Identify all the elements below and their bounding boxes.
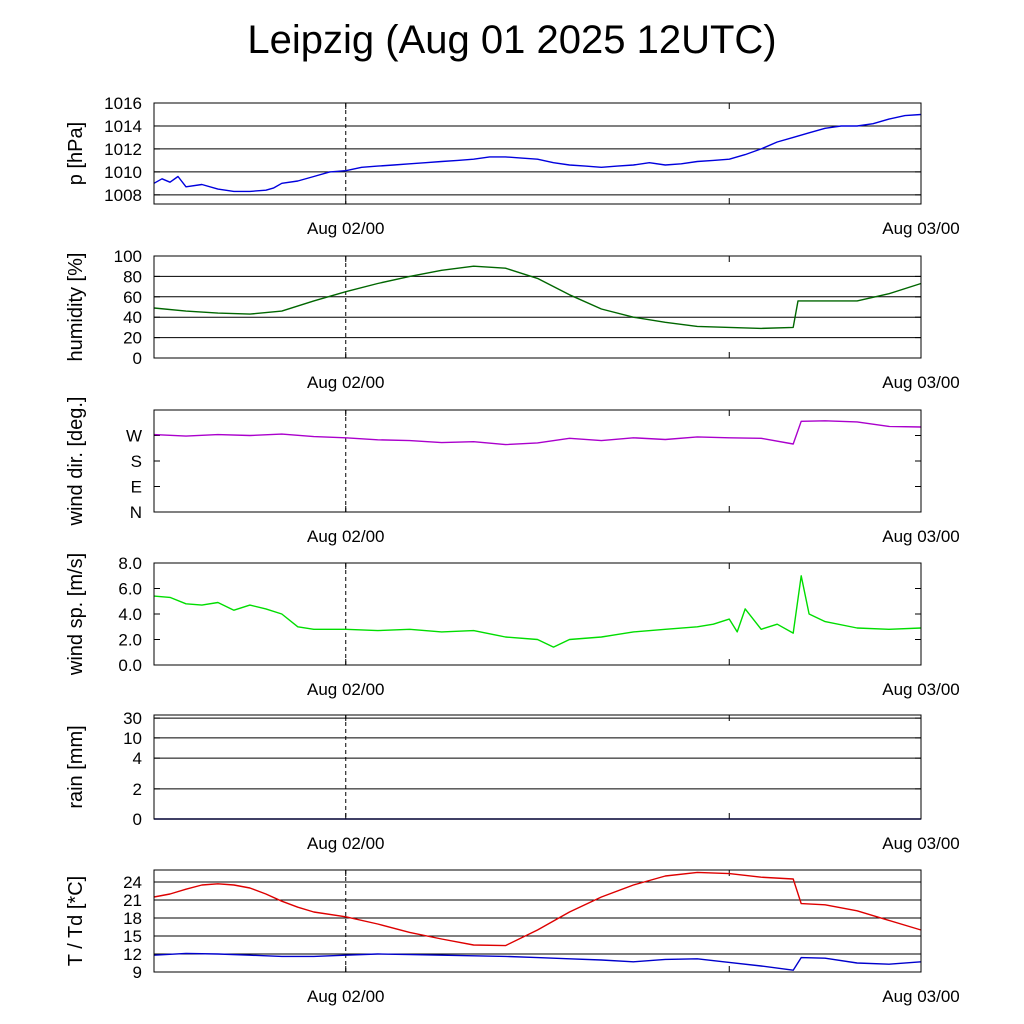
x-tick-label: Aug 03/00 [882,373,960,392]
y-tick-label: S [131,452,142,471]
x-tick-label: Aug 02/00 [307,680,385,699]
y-tick-label: 15 [123,927,142,946]
y-axis-label: wind dir. [deg.] [65,397,87,527]
y-tick-label: 10 [123,729,142,748]
page-title: Leipzig (Aug 01 2025 12UTC) [247,18,777,62]
y-tick-label: 24 [123,873,142,892]
y-tick-label: 4 [133,749,142,768]
x-tick-label: Aug 03/00 [882,527,960,546]
y-tick-label: 1014 [104,117,142,136]
series-line-0-0 [153,113,922,193]
y-axis-label: p [hPa] [65,122,87,185]
y-tick-label: 1012 [104,140,142,159]
series-line-5-0 [153,871,922,947]
y-tick-label: 80 [123,267,142,286]
series-line-2-0 [153,420,922,446]
series-line-5-1 [153,952,922,971]
plot-frame [153,102,922,205]
x-tick-label: Aug 02/00 [307,987,385,1006]
y-tick-label: E [131,478,142,497]
y-tick-label: 40 [123,308,142,327]
y-tick-label: 30 [123,709,142,728]
y-tick-label: 20 [123,329,142,348]
y-tick-label: W [126,427,142,446]
y-tick-label: 2 [133,780,142,799]
y-tick-label: 0.0 [118,656,142,675]
y-tick-label: 12 [123,945,142,964]
y-tick-label: N [130,503,142,522]
y-tick-label: 1008 [104,186,142,205]
y-tick-label: 6.0 [118,580,142,599]
y-axis-label: wind sp. [m/s] [65,553,87,676]
y-tick-label: 4.0 [118,605,142,624]
x-tick-label: Aug 02/00 [307,219,385,238]
x-tick-label: Aug 02/00 [307,527,385,546]
y-tick-label: 9 [133,963,142,982]
y-tick-label: 8.0 [118,554,142,573]
y-axis-label: rain [mm] [65,725,87,808]
y-tick-label: 60 [123,288,142,307]
plot-frame [153,869,922,973]
y-tick-label: 2.0 [118,631,142,650]
y-axis-label: humidity [%] [65,253,87,362]
y-tick-label: 0 [133,810,142,829]
plot-frame [153,409,922,513]
x-tick-label: Aug 03/00 [882,987,960,1006]
y-tick-label: 1016 [104,94,142,113]
plot-frame [153,562,922,666]
y-tick-label: 0 [133,349,142,368]
x-tick-label: Aug 03/00 [882,834,960,853]
y-tick-label: 18 [123,909,142,928]
x-tick-label: Aug 02/00 [307,373,385,392]
plot-frame [153,714,922,820]
y-tick-label: 21 [123,891,142,910]
series-line-3-0 [153,575,922,648]
series-line-1-0 [153,265,922,330]
x-tick-label: Aug 03/00 [882,219,960,238]
plot-frame [153,255,922,359]
x-tick-label: Aug 03/00 [882,680,960,699]
y-axis-label: T / Td [*C] [65,876,87,966]
y-tick-label: 1010 [104,163,142,182]
x-tick-label: Aug 02/00 [307,834,385,853]
y-tick-label: 100 [114,247,142,266]
